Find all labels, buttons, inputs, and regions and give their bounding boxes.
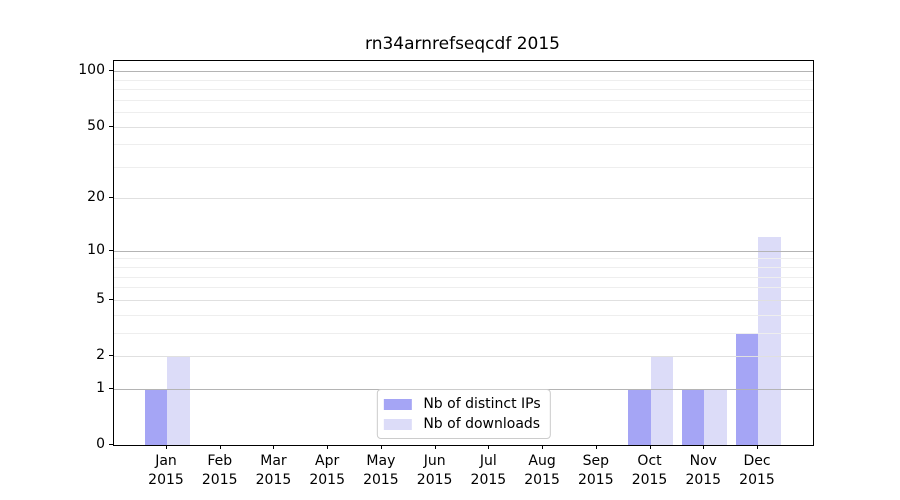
y-axis-tick-mark-20 (109, 197, 113, 199)
gridline-7 (114, 276, 813, 278)
x-axis-tick-label-sep: Sep 2015 (577, 453, 614, 488)
x-axis-tick-label-mar: Mar 2015 (255, 453, 292, 488)
gridline-100 (114, 71, 813, 73)
x-axis-tick-mark-mar (273, 445, 275, 449)
y-axis-tick-mark-1 (109, 387, 113, 389)
plot-area: Nb of distinct IPs Nb of downloads (113, 60, 814, 446)
x-axis-tick-mark-apr (327, 445, 329, 449)
legend-label-downloads: Nb of downloads (423, 416, 541, 432)
x-axis-tick-label-dec: Dec 2015 (739, 453, 775, 488)
y-axis-tick-mark-50 (109, 125, 113, 127)
legend-swatch-distinct-ips (383, 398, 412, 410)
x-axis-tick-mark-may (380, 445, 382, 449)
gridline-70 (114, 99, 813, 101)
y-axis-tick-label-50: 50 (87, 117, 105, 134)
gridline-3 (114, 332, 813, 334)
bar-downloads-nov (704, 388, 727, 445)
gridline-4 (114, 314, 813, 316)
y-axis-tick-label-5: 5 (96, 290, 105, 307)
y-axis-tick-mark-10 (109, 249, 113, 251)
gridline-5 (114, 299, 813, 301)
x-axis-tick-mark-sep (595, 445, 597, 449)
x-axis-tick-mark-dec (757, 445, 758, 449)
x-axis-tick-label-oct: Oct 2015 (631, 453, 668, 488)
y-axis-tick-mark-100 (109, 70, 113, 72)
x-axis-tick-label-feb: Feb 2015 (201, 453, 238, 488)
x-axis-tick-mark-jun (434, 445, 436, 449)
x-axis-tick-mark-aug (542, 445, 544, 449)
gridline-10 (114, 250, 813, 252)
y-axis-tick-label-2: 2 (96, 347, 105, 363)
x-axis-tick-mark-oct (649, 445, 651, 449)
gridline-40 (114, 144, 813, 146)
y-axis-tick-label-100: 100 (78, 62, 105, 79)
gridline-60 (114, 112, 813, 114)
x-axis-tick-mark-feb (219, 445, 221, 449)
y-axis-tick-label-10: 10 (87, 241, 105, 258)
y-axis-tick-mark-2 (109, 355, 113, 356)
gridline-50 (114, 126, 813, 128)
bar-downloads-oct (650, 356, 674, 445)
x-axis-tick-mark-jul (488, 445, 490, 449)
x-axis-tick-label-jul: Jul 2015 (470, 453, 507, 488)
x-axis-tick-label-jan: Jan 2015 (148, 453, 184, 488)
chart-title: rn34arnrefseqcdf 2015 (365, 34, 560, 54)
gridline-20 (114, 198, 813, 200)
gridline-2 (114, 356, 813, 357)
x-axis-tick-label-jun: Jun 2015 (416, 453, 453, 488)
gridline-80 (114, 89, 813, 91)
legend-item-distinct-ips: Nb of distinct IPs (383, 396, 541, 412)
x-axis-tick-label-apr: Apr 2015 (309, 453, 345, 488)
gridline-8 (114, 267, 813, 269)
gridline-30 (114, 166, 813, 168)
legend-label-distinct-ips: Nb of distinct IPs (423, 396, 541, 412)
y-axis-tick-mark-0 (109, 444, 113, 445)
gridline-9 (114, 258, 813, 260)
x-axis-tick-mark-jan (166, 445, 167, 449)
x-axis-tick-mark-nov (703, 445, 705, 449)
legend-swatch-downloads (383, 418, 412, 430)
bar-distinct-ips-jan (144, 388, 167, 445)
gridline-90 (114, 79, 813, 81)
x-axis-tick-label-may: May 2015 (363, 453, 399, 488)
x-axis-tick-label-aug: Aug 2015 (524, 453, 560, 488)
y-axis-tick-label-1: 1 (96, 379, 105, 396)
y-axis-tick-label-0: 0 (96, 436, 105, 452)
bar-downloads-dec (758, 237, 781, 445)
y-axis-tick-mark-5 (109, 298, 113, 300)
y-axis-tick-label-20: 20 (87, 189, 105, 206)
bar-downloads-jan (167, 356, 190, 445)
x-axis-tick-label-nov: Nov 2015 (685, 453, 722, 488)
bar-distinct-ips-nov (681, 388, 705, 445)
legend-item-downloads: Nb of downloads (383, 416, 540, 432)
legend: Nb of distinct IPs Nb of downloads (376, 389, 551, 439)
gridline-6 (114, 287, 813, 289)
bar-distinct-ips-oct (628, 388, 651, 445)
